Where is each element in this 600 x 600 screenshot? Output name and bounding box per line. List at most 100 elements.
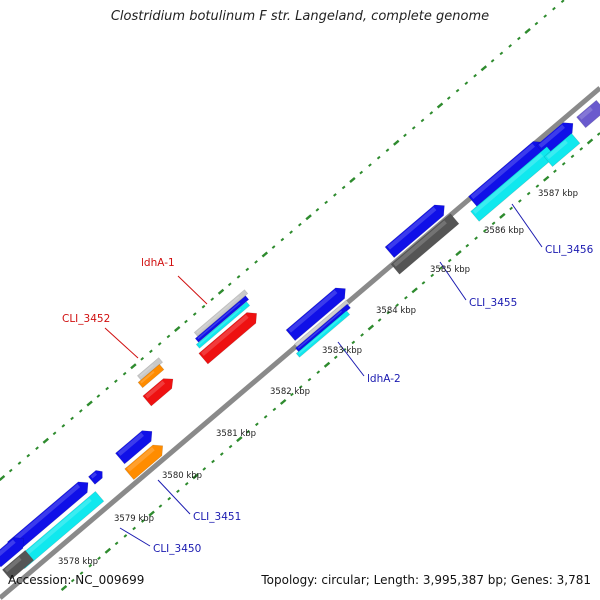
tick-mark bbox=[26, 453, 31, 458]
tick-mark bbox=[526, 191, 531, 196]
cds-feature bbox=[295, 310, 351, 358]
tick-mark bbox=[272, 407, 277, 412]
tick-mark bbox=[202, 467, 207, 471]
tick-mark bbox=[341, 185, 346, 190]
tick-mark bbox=[217, 288, 225, 295]
tick-mark bbox=[474, 236, 478, 241]
tick-mark bbox=[465, 243, 470, 248]
leader-line bbox=[337, 341, 365, 377]
gene-label: CLI_3452 bbox=[62, 313, 110, 325]
ruler-label: 3581 kbp bbox=[216, 429, 256, 439]
tick-mark bbox=[517, 36, 521, 41]
tick-mark bbox=[359, 170, 364, 175]
tick-mark bbox=[482, 228, 487, 233]
tick-mark bbox=[429, 111, 434, 115]
tick-mark bbox=[553, 169, 557, 174]
tick-mark bbox=[307, 377, 312, 382]
tick-mark bbox=[228, 444, 233, 449]
tick-mark bbox=[586, 138, 594, 145]
tick-mark bbox=[333, 355, 338, 360]
outer-tick-track bbox=[0, 0, 565, 481]
leader-lines bbox=[104, 203, 543, 547]
tick-mark bbox=[141, 519, 145, 523]
tick-mark bbox=[542, 175, 550, 182]
tick-mark bbox=[0, 475, 6, 481]
tick-mark bbox=[447, 258, 452, 263]
tick-mark bbox=[535, 184, 540, 188]
tick-mark bbox=[393, 139, 400, 146]
tick-mark bbox=[508, 44, 512, 48]
leader-line bbox=[119, 527, 151, 547]
tick-mark bbox=[97, 556, 101, 561]
tick-mark bbox=[114, 379, 118, 383]
tick-mark bbox=[446, 96, 451, 100]
tick-mark bbox=[86, 400, 93, 407]
tick-mark bbox=[176, 489, 180, 494]
tick-mark bbox=[184, 482, 189, 486]
tick-mark bbox=[421, 281, 426, 285]
tick-mark bbox=[385, 148, 390, 153]
gene-label: ldhA-2 bbox=[367, 373, 401, 385]
tick-mark bbox=[473, 73, 477, 78]
tick-mark bbox=[403, 133, 407, 138]
ruler-label: 3586 kbp bbox=[484, 226, 524, 236]
leader-line bbox=[511, 203, 543, 248]
tick-mark bbox=[579, 147, 584, 151]
tick-mark bbox=[360, 333, 364, 337]
ruler-label: 3578 kbp bbox=[58, 557, 98, 567]
tick-mark bbox=[261, 251, 269, 258]
tick-mark bbox=[210, 297, 215, 302]
tick-mark bbox=[298, 222, 302, 227]
tick-mark bbox=[201, 304, 206, 309]
cds-feature bbox=[115, 430, 153, 465]
leader-line bbox=[157, 479, 191, 515]
tick-mark bbox=[148, 510, 155, 517]
cds-feature bbox=[294, 299, 350, 349]
tick-mark bbox=[211, 459, 215, 464]
tick-mark bbox=[17, 461, 22, 465]
cds-feature bbox=[390, 213, 460, 275]
cds-feature bbox=[195, 301, 251, 349]
ruler-label: 3584 kbp bbox=[376, 306, 416, 316]
tick-mark bbox=[404, 295, 408, 300]
gene-label: CLI_3451 bbox=[193, 511, 241, 523]
tick-mark bbox=[246, 429, 250, 434]
ruler-label: 3580 kbp bbox=[162, 471, 202, 481]
inner-tick-track bbox=[60, 132, 600, 591]
cds-feature bbox=[295, 303, 351, 353]
gene-label: CLI_3450 bbox=[153, 543, 201, 555]
tick-mark bbox=[255, 422, 259, 427]
ruler-label: 3583 kbp bbox=[322, 346, 362, 356]
tick-mark bbox=[245, 267, 250, 272]
tick-mark bbox=[534, 21, 539, 26]
tick-mark bbox=[395, 303, 400, 307]
cds-feature bbox=[198, 312, 257, 365]
tick-mark bbox=[88, 563, 93, 568]
gene-label: ldhA-1 bbox=[141, 257, 175, 269]
tick-mark bbox=[122, 371, 127, 376]
tick-mark bbox=[518, 199, 522, 203]
tick-mark bbox=[455, 250, 462, 257]
tick-mark bbox=[236, 275, 241, 279]
tick-mark bbox=[78, 409, 83, 413]
leader-line bbox=[104, 327, 139, 359]
tick-mark bbox=[455, 88, 460, 93]
tick-mark bbox=[52, 431, 57, 436]
tick-mark bbox=[411, 126, 416, 130]
tick-mark bbox=[436, 102, 444, 109]
cds-feature bbox=[384, 204, 445, 259]
tick-mark bbox=[192, 312, 197, 316]
tick-mark bbox=[305, 214, 312, 221]
cds-feature bbox=[142, 378, 174, 407]
tick-mark bbox=[439, 266, 443, 270]
tick-mark bbox=[376, 155, 381, 160]
tick-mark bbox=[105, 386, 109, 391]
tick-mark bbox=[271, 245, 276, 249]
cds-feature bbox=[0, 537, 25, 568]
cds-feature bbox=[137, 363, 165, 389]
tick-mark bbox=[480, 65, 488, 72]
cds-feature bbox=[285, 287, 346, 342]
tick-mark bbox=[368, 163, 372, 167]
tick-mark bbox=[140, 357, 145, 361]
